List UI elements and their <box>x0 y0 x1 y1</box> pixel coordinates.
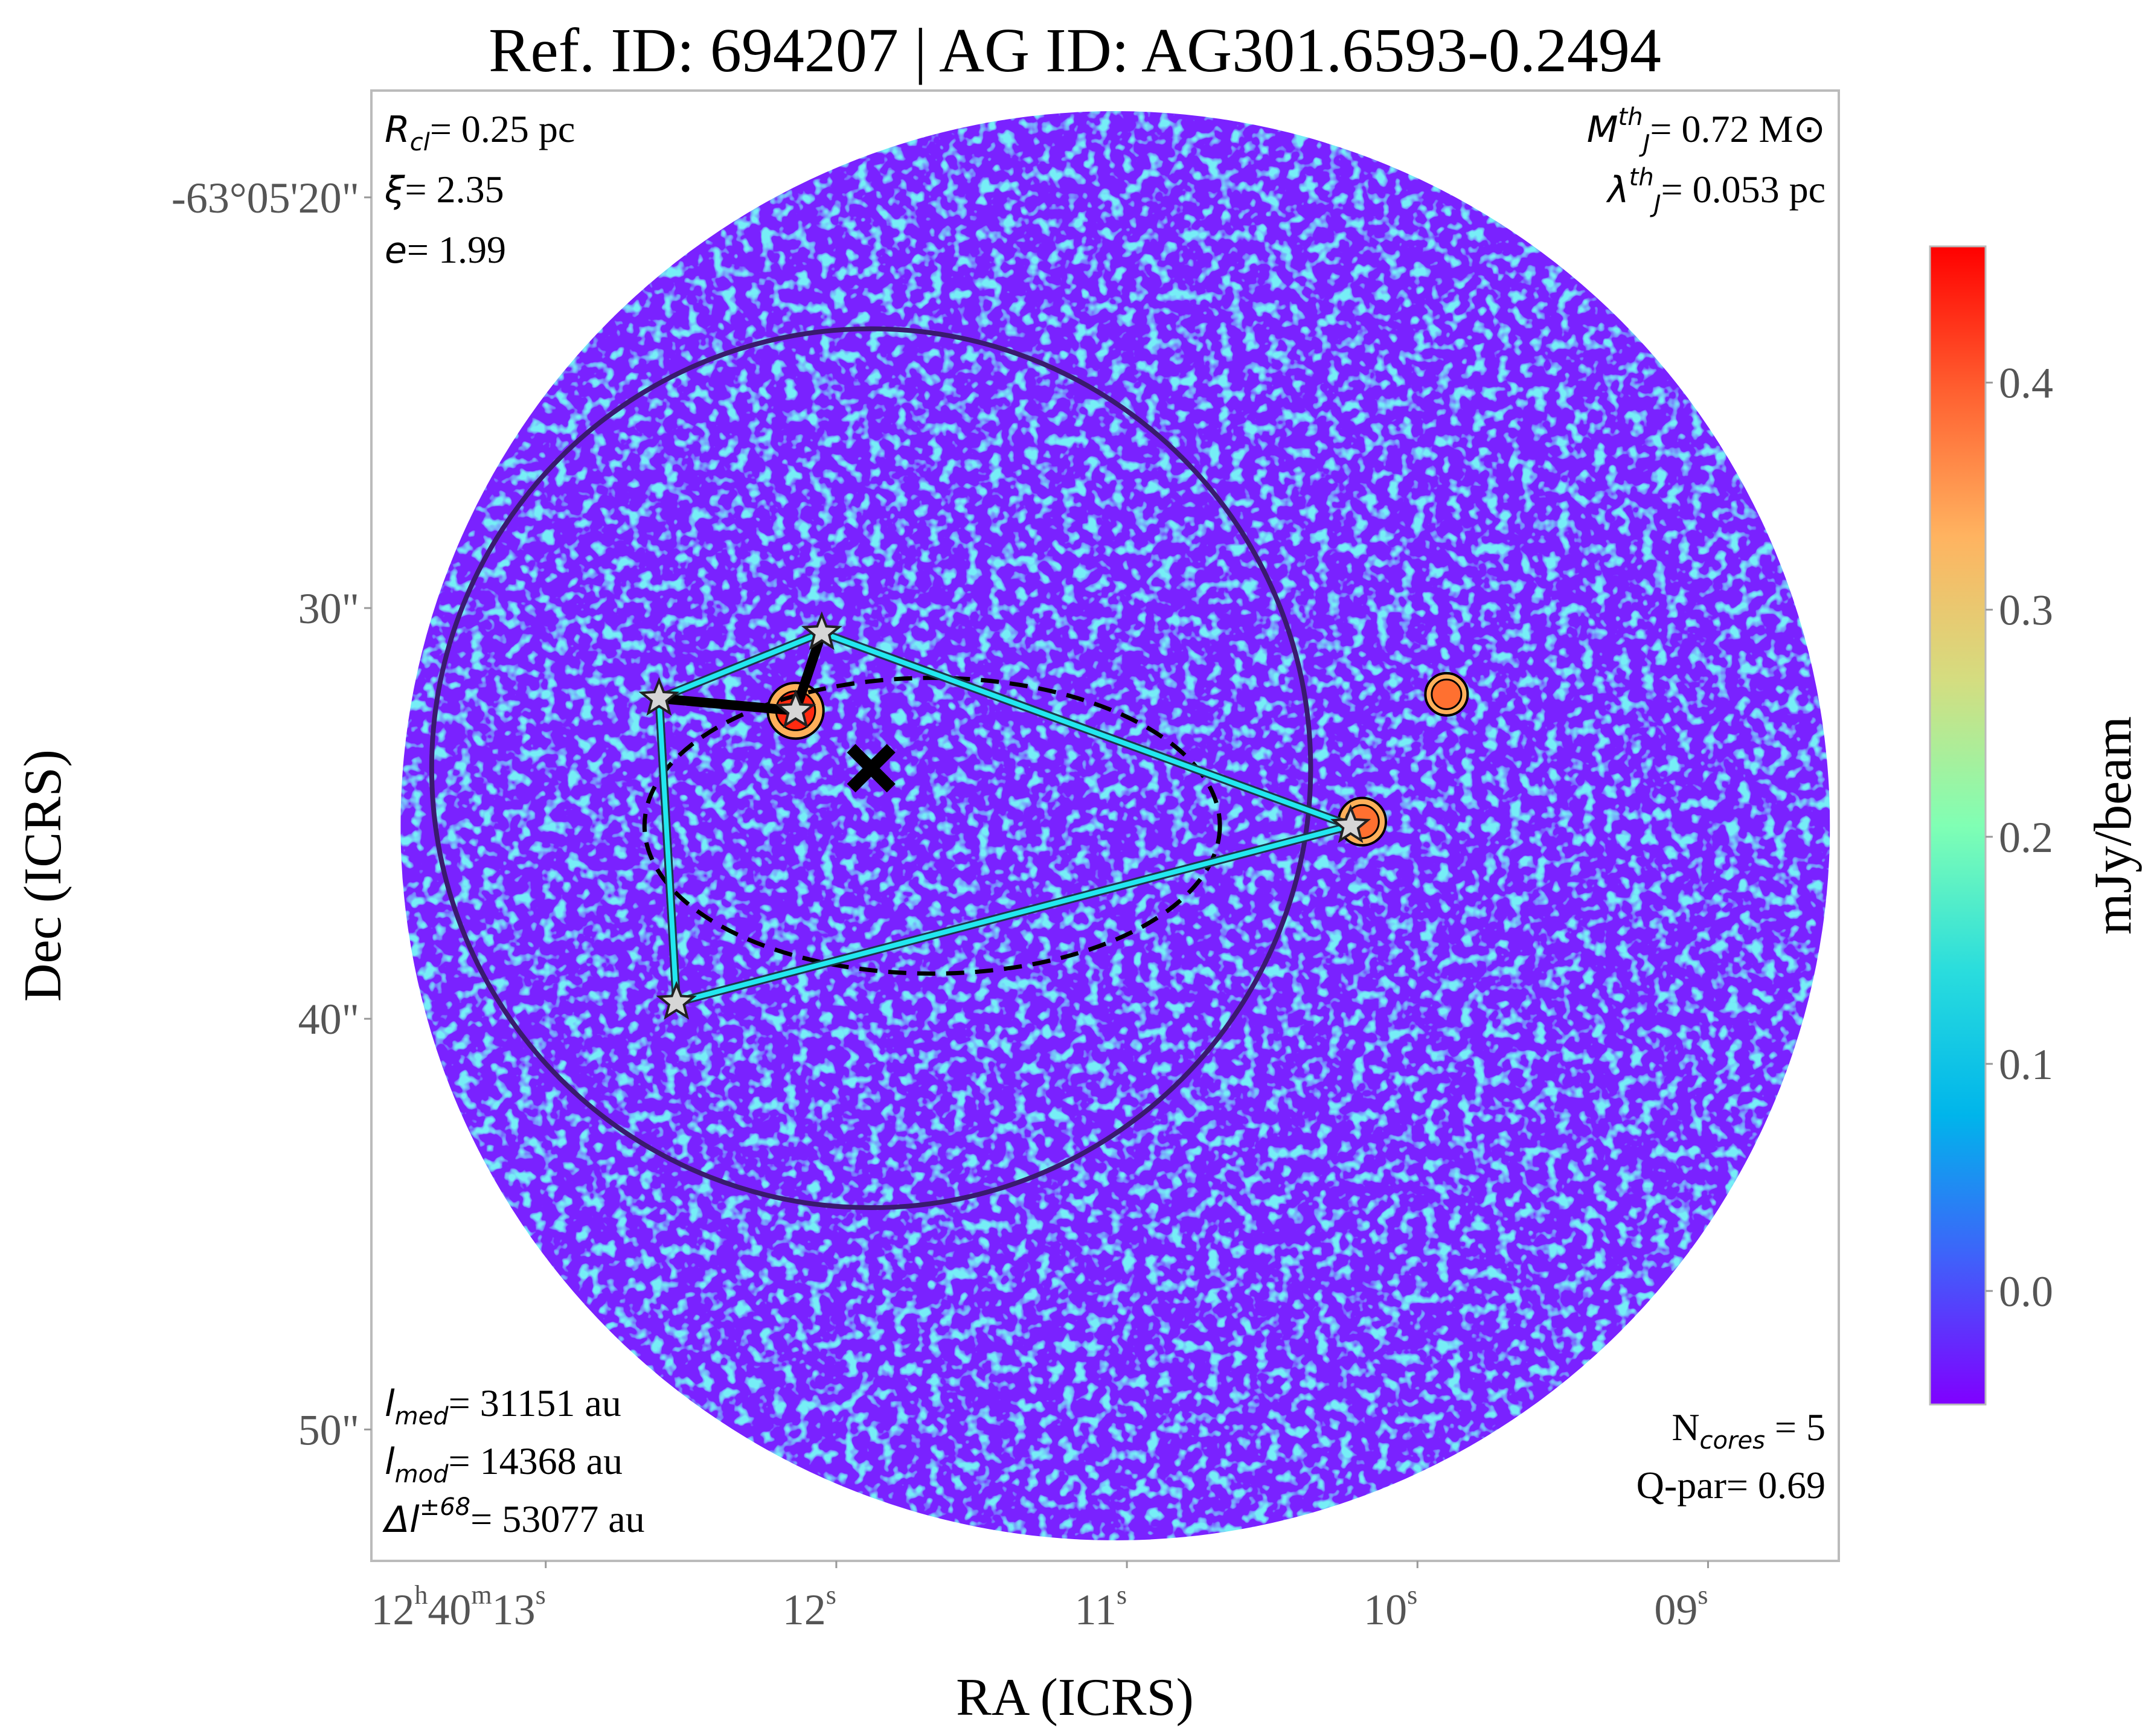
emission-map <box>400 111 1830 1540</box>
hull-edge-3 <box>658 630 823 701</box>
annotation-tr-0: MthJ= 0.72 M⊙ <box>1587 103 1826 158</box>
plot-area <box>370 89 1840 1562</box>
colorbar-tick-label-1: 0.1 <box>1999 1040 2053 1089</box>
mst-light-edge-0 <box>656 698 679 1003</box>
colorbar-gradient <box>1929 245 1987 1406</box>
annotation-top-left: Rcl= 0.25 pc ξ= 2.35 e= 1.99 <box>384 107 575 272</box>
annotation-bl-1: lmod= 14368 au <box>385 1440 623 1488</box>
core-star-2 <box>801 611 842 650</box>
colorbar: 0.0 0.1 0.2 0.3 0.4 mJy/beam <box>1929 245 2143 1406</box>
annotation-bl-2: Δl±68= 53077 au <box>382 1493 645 1541</box>
y-axis-ticks: -63°05'20" 30" 40" 50" <box>172 174 371 1454</box>
centroid-marker <box>847 744 896 793</box>
annotation-bottom-left: lmed= 31151 au lmod= 14368 au Δl±68= 53077… <box>382 1382 645 1541</box>
fitted-ellipse <box>642 676 1222 976</box>
annotation-br-1: Q-par= 0.69 <box>1636 1464 1826 1507</box>
annotation-tl-2: e= 1.99 <box>385 228 506 272</box>
hull-edge-1 <box>676 823 1351 1005</box>
y-tick-label-3: 50" <box>298 1406 359 1454</box>
y-axis-label: Dec (ICRS) <box>14 749 72 1002</box>
colorbar-tick-label-3: 0.3 <box>1999 586 2053 635</box>
annotation-tr-1: λthJ= 0.053 pc <box>1606 164 1826 218</box>
bright-source-core-2 <box>1431 678 1463 710</box>
y-tick-label-2: 40" <box>298 995 359 1043</box>
y-tick-label-1: 30" <box>298 585 359 633</box>
colorbar-tick-label-2: 0.2 <box>1999 813 2053 862</box>
x-tick-label-2: 11s <box>1075 1580 1127 1634</box>
mst-light-edge-1 <box>821 630 1351 828</box>
x-axis-label: RA (ICRS) <box>956 1668 1194 1727</box>
chart-title: Ref. ID: 694207 | AG ID: AG301.6593-0.24… <box>489 16 1661 85</box>
x-tick-label-3: 10s <box>1364 1580 1417 1634</box>
x-tick-label-0: 12h40m13s <box>371 1580 545 1634</box>
annotation-br-0: Ncores = 5 <box>1672 1406 1826 1455</box>
core-star-0 <box>638 677 680 716</box>
core-star-3 <box>656 981 697 1020</box>
y-tick-label-0: -63°05'20" <box>172 174 359 222</box>
colorbar-ticks: 0.0 0.1 0.2 0.3 0.4 <box>1986 359 2053 1316</box>
colorbar-label: mJy/beam <box>2084 716 2143 935</box>
x-tick-label-1: 12s <box>783 1580 836 1634</box>
colorbar-tick-label-0: 0.0 <box>1999 1267 2053 1316</box>
annotation-top-right: MthJ= 0.72 M⊙ λthJ= 0.053 pc <box>1587 103 1826 218</box>
annotation-bottom-right: Ncores = 5 Q-par= 0.69 <box>1636 1406 1826 1507</box>
x-tick-label-4: 09s <box>1654 1580 1708 1634</box>
annotation-tl-0: Rcl= 0.25 pc <box>385 107 575 156</box>
mst-edge-1 <box>790 627 827 716</box>
colorbar-tick-label-4: 0.4 <box>1999 359 2053 408</box>
annotation-bl-0: lmed= 31151 au <box>385 1382 621 1430</box>
clump-circle <box>429 326 1313 1211</box>
core-star-1 <box>775 689 816 728</box>
mst-edge-0 <box>654 693 801 716</box>
field-background <box>400 111 1830 1540</box>
core-star-4 <box>1330 804 1371 844</box>
x-axis-ticks: 12h40m13s 12s 11s 10s 09s <box>371 1561 1709 1634</box>
annotation-tl-1: ξ= 2.35 <box>384 168 504 211</box>
